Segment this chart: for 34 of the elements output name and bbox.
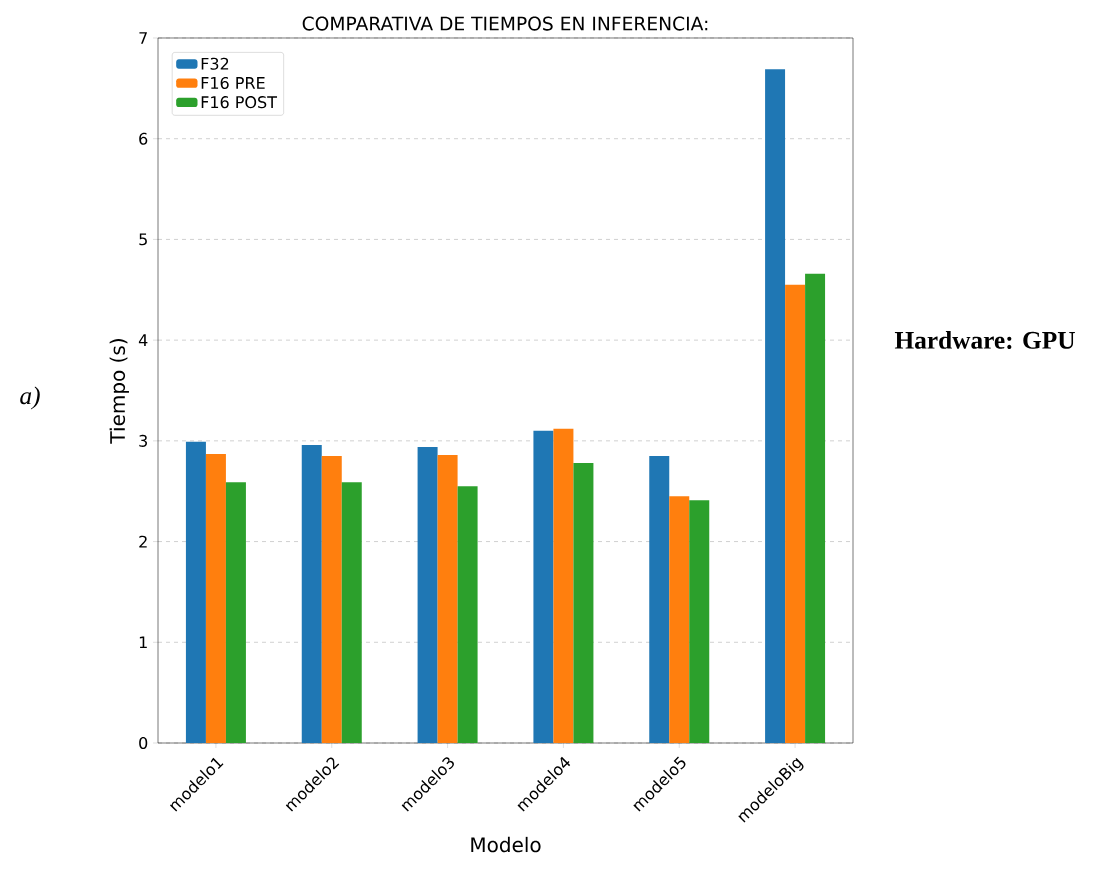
chart-title: COMPARATIVA DE TIEMPOS EN INFERENCIA:: [302, 16, 708, 31]
bar: [649, 455, 670, 743]
y-tick-label: 2: [139, 535, 147, 548]
bar: [533, 430, 554, 743]
bar: [785, 284, 806, 743]
bar: [689, 500, 710, 743]
bar: [301, 444, 322, 743]
x-axis-title: Modelo: [471, 836, 541, 853]
y-axis-title: Tiempo (s): [109, 339, 129, 444]
bar: [185, 441, 206, 743]
y-tick-label: 4: [138, 334, 148, 346]
bar: [765, 69, 786, 743]
y-tick-label: 0: [139, 736, 148, 750]
bar: [437, 454, 458, 743]
bar: [225, 482, 246, 743]
legend-label: F16 PRE: [201, 76, 265, 90]
bar: [457, 486, 478, 743]
bar: [669, 496, 690, 743]
text: a): [20, 386, 40, 410]
text: Hardware: GPU: [894, 331, 1075, 349]
bar: [321, 455, 342, 743]
bar: [417, 446, 438, 743]
y-tick-label: 3: [139, 434, 147, 447]
y-tick-label: 7: [139, 32, 147, 44]
legend-label: F16 POST: [201, 96, 278, 109]
y-tick-label: 1: [139, 636, 147, 649]
y-tick-label: 6: [139, 132, 148, 145]
bar: [553, 428, 574, 743]
bar: [205, 453, 226, 743]
bar: [805, 273, 826, 743]
bar: [573, 463, 594, 743]
y-tick-label: 5: [139, 233, 147, 246]
legend-label: F32: [201, 57, 229, 70]
bar: [341, 482, 362, 743]
